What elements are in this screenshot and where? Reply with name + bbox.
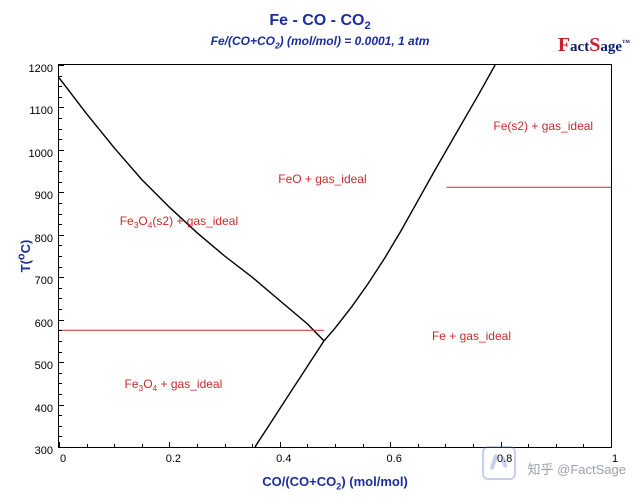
y-tick-label: 900 [23, 190, 53, 202]
zhihu-watermark-text: 知乎 @FactSage [528, 459, 626, 478]
region-label: FeO + gas_ideal [278, 172, 366, 186]
y-tick-label: 1100 [23, 105, 53, 117]
y-tick-label: 500 [23, 360, 53, 372]
factsage-logo: FactSage™ [558, 34, 630, 57]
y-tick-label: 400 [23, 403, 53, 415]
x-axis-label: CO/(CO+CO2) (mol/mol) [262, 474, 408, 492]
y-tick-label: 300 [23, 445, 53, 457]
region-label: Fe3O4 + gas_ideal [125, 377, 223, 393]
y-tick-label: 700 [23, 275, 53, 287]
y-tick-label: 1200 [23, 63, 53, 75]
y-tick-label: 600 [23, 318, 53, 330]
chart-title: Fe - CO - CO2 [0, 12, 640, 32]
region-label: Fe3O4(s2) + gas_ideal [120, 214, 238, 230]
x-tick-label: 0.4 [276, 453, 291, 465]
x-tick-label: 0.2 [166, 453, 181, 465]
y-tick-label: 1000 [23, 148, 53, 160]
x-tick-label: 0.6 [387, 453, 402, 465]
y-axis-label: T(oC) [16, 240, 33, 273]
region-label: Fe(s2) + gas_ideal [493, 119, 593, 133]
region-label: Fe + gas_ideal [432, 329, 511, 343]
plot-area: 30040050060070080090010001100120000.20.4… [58, 64, 612, 448]
x-tick-label: 0 [60, 453, 66, 465]
zhihu-watermark-icon [482, 446, 516, 480]
chart-subtitle: Fe/(CO+CO2) (mol/mol) = 0.0001, 1 atm [0, 34, 640, 50]
plot-container: 30040050060070080090010001100120000.20.4… [54, 60, 616, 452]
